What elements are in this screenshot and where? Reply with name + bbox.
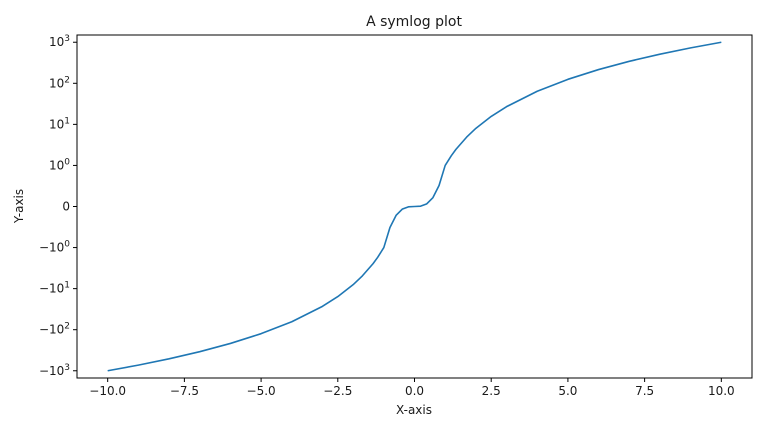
y-tick-label: −100 (39, 240, 70, 255)
x-axis-ticks: −10.0 −7.5 −5.0 −2.5 0.0 2.5 5.0 7.5 10.0 (89, 378, 735, 398)
x-tick-label: −10.0 (89, 384, 126, 398)
x-tick-label: 0.0 (405, 384, 424, 398)
y-axis-ticks: 103 102 101 100 0 −100 −101 −102 −103 (39, 34, 77, 378)
x-tick-label: −7.5 (170, 384, 199, 398)
plot-area (107, 41, 722, 372)
y-tick-label: 103 (49, 34, 70, 49)
y-tick-label: 102 (49, 75, 70, 90)
x-tick-label: 7.5 (635, 384, 654, 398)
chart-title: A symlog plot (366, 14, 462, 30)
x-tick-label: 10.0 (708, 384, 735, 398)
y-tick-label: −103 (39, 363, 70, 378)
y-tick-label: 100 (49, 157, 70, 172)
y-tick-label: 0 (62, 200, 70, 214)
x-tick-label: −5.0 (247, 384, 276, 398)
x-tick-label: −2.5 (323, 384, 352, 398)
y-tick-label: 101 (49, 116, 70, 131)
x-axis-label: X-axis (396, 403, 432, 417)
x-tick-label: 2.5 (482, 384, 501, 398)
y-tick-label: −102 (39, 322, 70, 337)
y-tick-label: −101 (39, 281, 70, 296)
y-axis-label: Y-axis (12, 189, 26, 224)
series-line (107, 41, 722, 372)
x-tick-label: 5.0 (558, 384, 577, 398)
